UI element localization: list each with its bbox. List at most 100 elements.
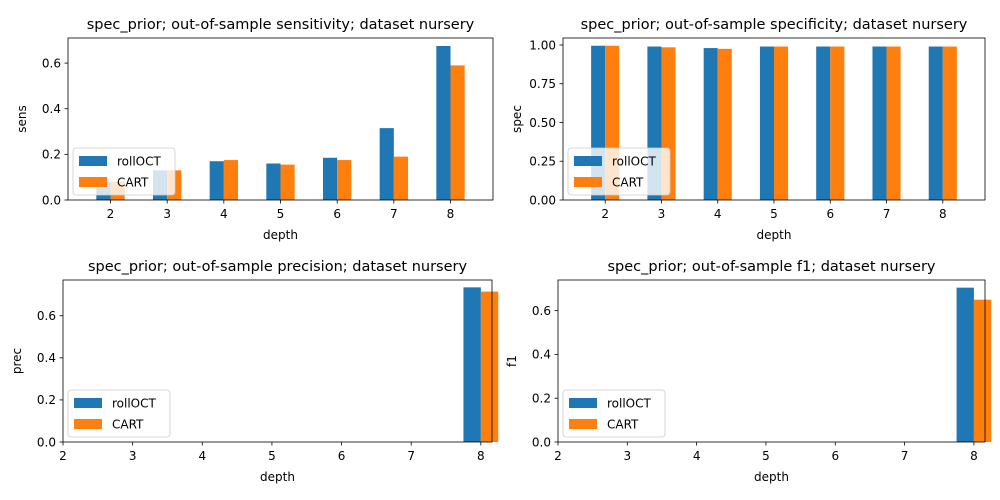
y-tick-label: 0.4 [42,102,61,116]
x-tick-label: 6 [826,207,834,221]
y-tick-label: 0.75 [529,77,556,91]
legend-swatch-rollOCT [74,398,102,408]
bar-rollOCT-depth-5 [266,163,281,200]
bar-CART-depth-8 [973,299,992,442]
y-axis-label: spec [510,105,524,133]
y-axis-label: prec [10,348,24,374]
legend-label-rollOCT: rollOCT [607,397,652,411]
x-tick-label: 7 [901,449,909,463]
legend-swatch-rollOCT [79,156,107,166]
y-tick-label: 1.00 [529,38,556,52]
x-axis-label: depth [263,228,298,242]
x-tick-label: 4 [714,207,722,221]
bar-rollOCT-depth-7 [379,128,394,200]
legend: rollOCT CART [567,147,671,196]
legend-label-rollOCT: rollOCT [612,155,657,169]
legend-label-CART: CART [112,418,144,432]
legend: rollOCT CART [72,147,176,196]
x-tick-label: 2 [59,449,67,463]
y-tick-label: 0.4 [37,351,56,365]
y-tick-label: 0.50 [529,116,556,130]
bar-rollOCT-depth-6 [323,157,338,200]
bar-CART-depth-5 [280,164,295,200]
x-tick-label: 3 [623,449,631,463]
y-tick-label: 0.6 [42,56,61,70]
bar-CART-depth-7 [393,156,408,200]
x-tick-label: 3 [129,449,137,463]
bar-rollOCT-depth-5 [759,46,774,200]
bar-CART-depth-5 [774,46,789,200]
y-tick-label: 0.0 [37,435,56,449]
x-tick-label: 6 [831,449,839,463]
legend-swatch-rollOCT [569,398,597,408]
y-tick-label: 0.2 [42,148,61,162]
x-tick-label: 4 [198,449,206,463]
bar-CART-depth-8 [450,65,465,200]
x-tick-label: 2 [107,207,115,221]
y-axis-label: f1 [505,355,519,367]
x-tick-label: 5 [762,449,770,463]
chart-panel-1: 2 3 4 5 6 7 8 0.0 0.2 0.4 0.6 spec_prior; out-of-sa… [15,17,494,242]
x-axis-label: depth [260,470,295,484]
x-tick-label: 2 [554,449,562,463]
bar-CART-depth-7 [886,46,901,200]
bar-rollOCT-depth-7 [872,46,887,200]
x-tick-label: 5 [770,207,778,221]
y-tick-label: 0.6 [532,304,551,318]
y-axis-label: sens [15,105,29,133]
bar-CART-depth-8 [942,46,957,200]
legend-swatch-CART [79,177,107,187]
y-tick-label: 0.25 [529,155,556,169]
legend-swatch-CART [74,419,102,429]
legend: rollOCT CART [562,389,666,438]
axes-frame [557,279,986,443]
y-tick-label: 0.4 [532,348,551,362]
x-axis-label: depth [754,470,789,484]
legend-swatch-rollOCT [574,156,602,166]
bar-rollOCT-depth-4 [703,48,718,200]
y-tick-label: 0.6 [37,309,56,323]
y-tick-label: 0.2 [532,392,551,406]
legend-label-CART: CART [117,176,149,190]
legend-swatch-CART [574,177,602,187]
chart-title: spec_prior; out-of-sample precision; dat… [88,259,468,275]
chart-title: spec_prior; out-of-sample specificity; d… [581,17,968,33]
x-tick-label: 4 [220,207,228,221]
chart-title: spec_prior; out-of-sample f1; dataset nu… [607,259,935,275]
bar-CART-depth-8 [480,291,499,442]
x-tick-label: 5 [268,449,276,463]
chart-panel-2: 2 3 4 5 6 7 8 0.00 0.25 0.50 0.75 1.00 spec_prior; o… [510,17,986,242]
legend-label-rollOCT: rollOCT [112,397,157,411]
bar-CART-depth-6 [830,46,845,200]
x-tick-label: 7 [407,449,415,463]
chart-panel-4: 2 3 4 5 6 7 8 0.0 0.2 0.4 0.6 spec_prior; out-of-sa… [505,259,992,484]
bar-CART-depth-6 [337,160,352,200]
bar-CART-depth-4 [717,48,732,200]
chart-title: spec_prior; out-of-sample sensitivity; d… [87,17,475,33]
legend-label-rollOCT: rollOCT [117,155,162,169]
legend-swatch-CART [569,419,597,429]
x-tick-label: 8 [970,449,978,463]
y-tick-label: 0.00 [529,193,556,207]
bar-rollOCT-depth-4 [209,161,224,200]
x-tick-label: 2 [601,207,609,221]
x-tick-label: 7 [883,207,891,221]
bar-rollOCT-depth-8 [463,287,481,442]
x-axis-label: depth [757,228,792,242]
x-tick-label: 5 [277,207,285,221]
legend-label-CART: CART [607,418,639,432]
chart-panel-3: 2 3 4 5 6 7 8 0.0 0.2 0.4 0.6 spec_prior; out-of-sa… [10,259,499,484]
x-tick-label: 3 [163,207,171,221]
legend: rollOCT CART [67,389,171,438]
x-tick-label: 3 [658,207,666,221]
x-tick-label: 6 [333,207,341,221]
x-tick-label: 8 [447,207,455,221]
x-tick-label: 6 [338,449,346,463]
bar-rollOCT-depth-6 [816,46,831,200]
bar-rollOCT-depth-8 [436,45,451,200]
legend-label-CART: CART [612,176,644,190]
bar-rollOCT-depth-8 [956,287,974,442]
y-tick-label: 0.2 [37,393,56,407]
x-tick-label: 7 [390,207,398,221]
